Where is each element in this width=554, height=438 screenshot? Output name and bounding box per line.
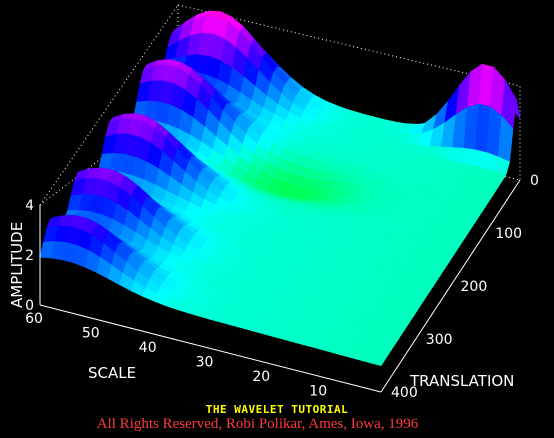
- wavelet-surface: [39, 10, 521, 367]
- scale-tick-label: 60: [25, 311, 43, 327]
- translation-tick-label: 100: [495, 226, 522, 242]
- tutorial-title: THE WAVELET TUTORIAL: [205, 403, 349, 416]
- copyright-notice: All Rights Reserved, Robi Polikar, Ames,…: [96, 416, 419, 432]
- scale-tick-label: 50: [82, 326, 100, 342]
- translation-tick-label: 0: [530, 173, 539, 189]
- translation-tick-label: 200: [461, 279, 488, 295]
- scale-tick-label: 30: [196, 355, 214, 371]
- scale-tick-label: 20: [252, 369, 270, 385]
- amplitude-axis-label: AMPLITUDE: [8, 222, 26, 308]
- translation-axis-label: TRANSLATION: [409, 372, 514, 390]
- amplitude-tick-label: 2: [25, 248, 34, 264]
- translation-tick-label: 400: [391, 385, 418, 401]
- scale-tick-label: 40: [139, 340, 157, 356]
- amplitude-tick-label: 4: [25, 198, 34, 214]
- scale-axis-label: SCALE: [88, 364, 136, 382]
- surface-cell: [369, 357, 385, 367]
- scale-tick-label: 10: [309, 384, 327, 400]
- translation-tick-label: 300: [426, 332, 453, 348]
- plot-axes: [39, 179, 521, 393]
- amplitude-tick-label: 0: [25, 298, 34, 314]
